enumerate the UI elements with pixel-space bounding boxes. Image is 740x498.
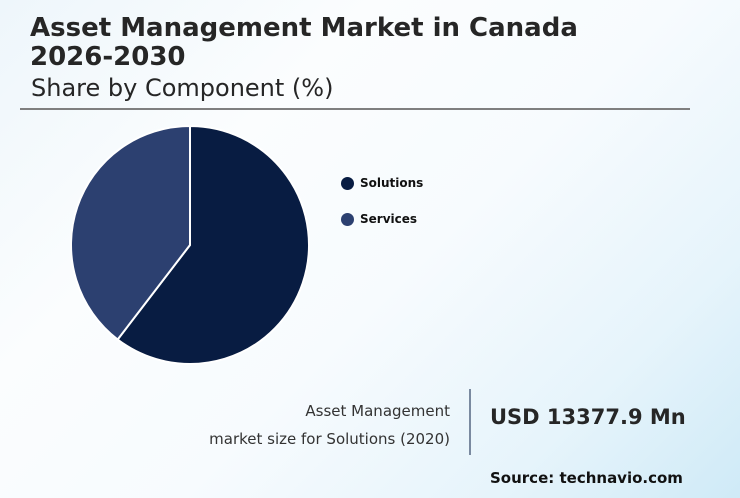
header-divider bbox=[20, 108, 690, 110]
pie-slice-solutions bbox=[116, 125, 310, 365]
kpi-separator bbox=[469, 389, 471, 455]
chart-legend: Solutions Services bbox=[341, 175, 423, 247]
pie-chart bbox=[70, 125, 310, 365]
chart-title: Asset Management Market in Canada 2026-2… bbox=[30, 13, 578, 72]
legend-item-services: Services bbox=[341, 211, 423, 227]
kpi-value: USD 13377.9 Mn bbox=[490, 405, 686, 429]
legend-label: Services bbox=[360, 212, 418, 226]
pie-slice-services bbox=[70, 125, 191, 341]
kpi-label: Asset Management market size for Solutio… bbox=[209, 397, 450, 453]
kpi-label-line1: Asset Management bbox=[305, 402, 450, 420]
chart-subtitle: Share by Component (%) bbox=[31, 74, 334, 102]
legend-dot-icon bbox=[341, 212, 354, 226]
legend-dot-icon bbox=[341, 176, 354, 190]
legend-label: Solutions bbox=[360, 176, 424, 190]
legend-item-solutions: Solutions bbox=[341, 175, 423, 191]
source-credit: Source: technavio.com bbox=[490, 469, 683, 487]
kpi-label-line2: market size for Solutions (2020) bbox=[209, 430, 450, 448]
